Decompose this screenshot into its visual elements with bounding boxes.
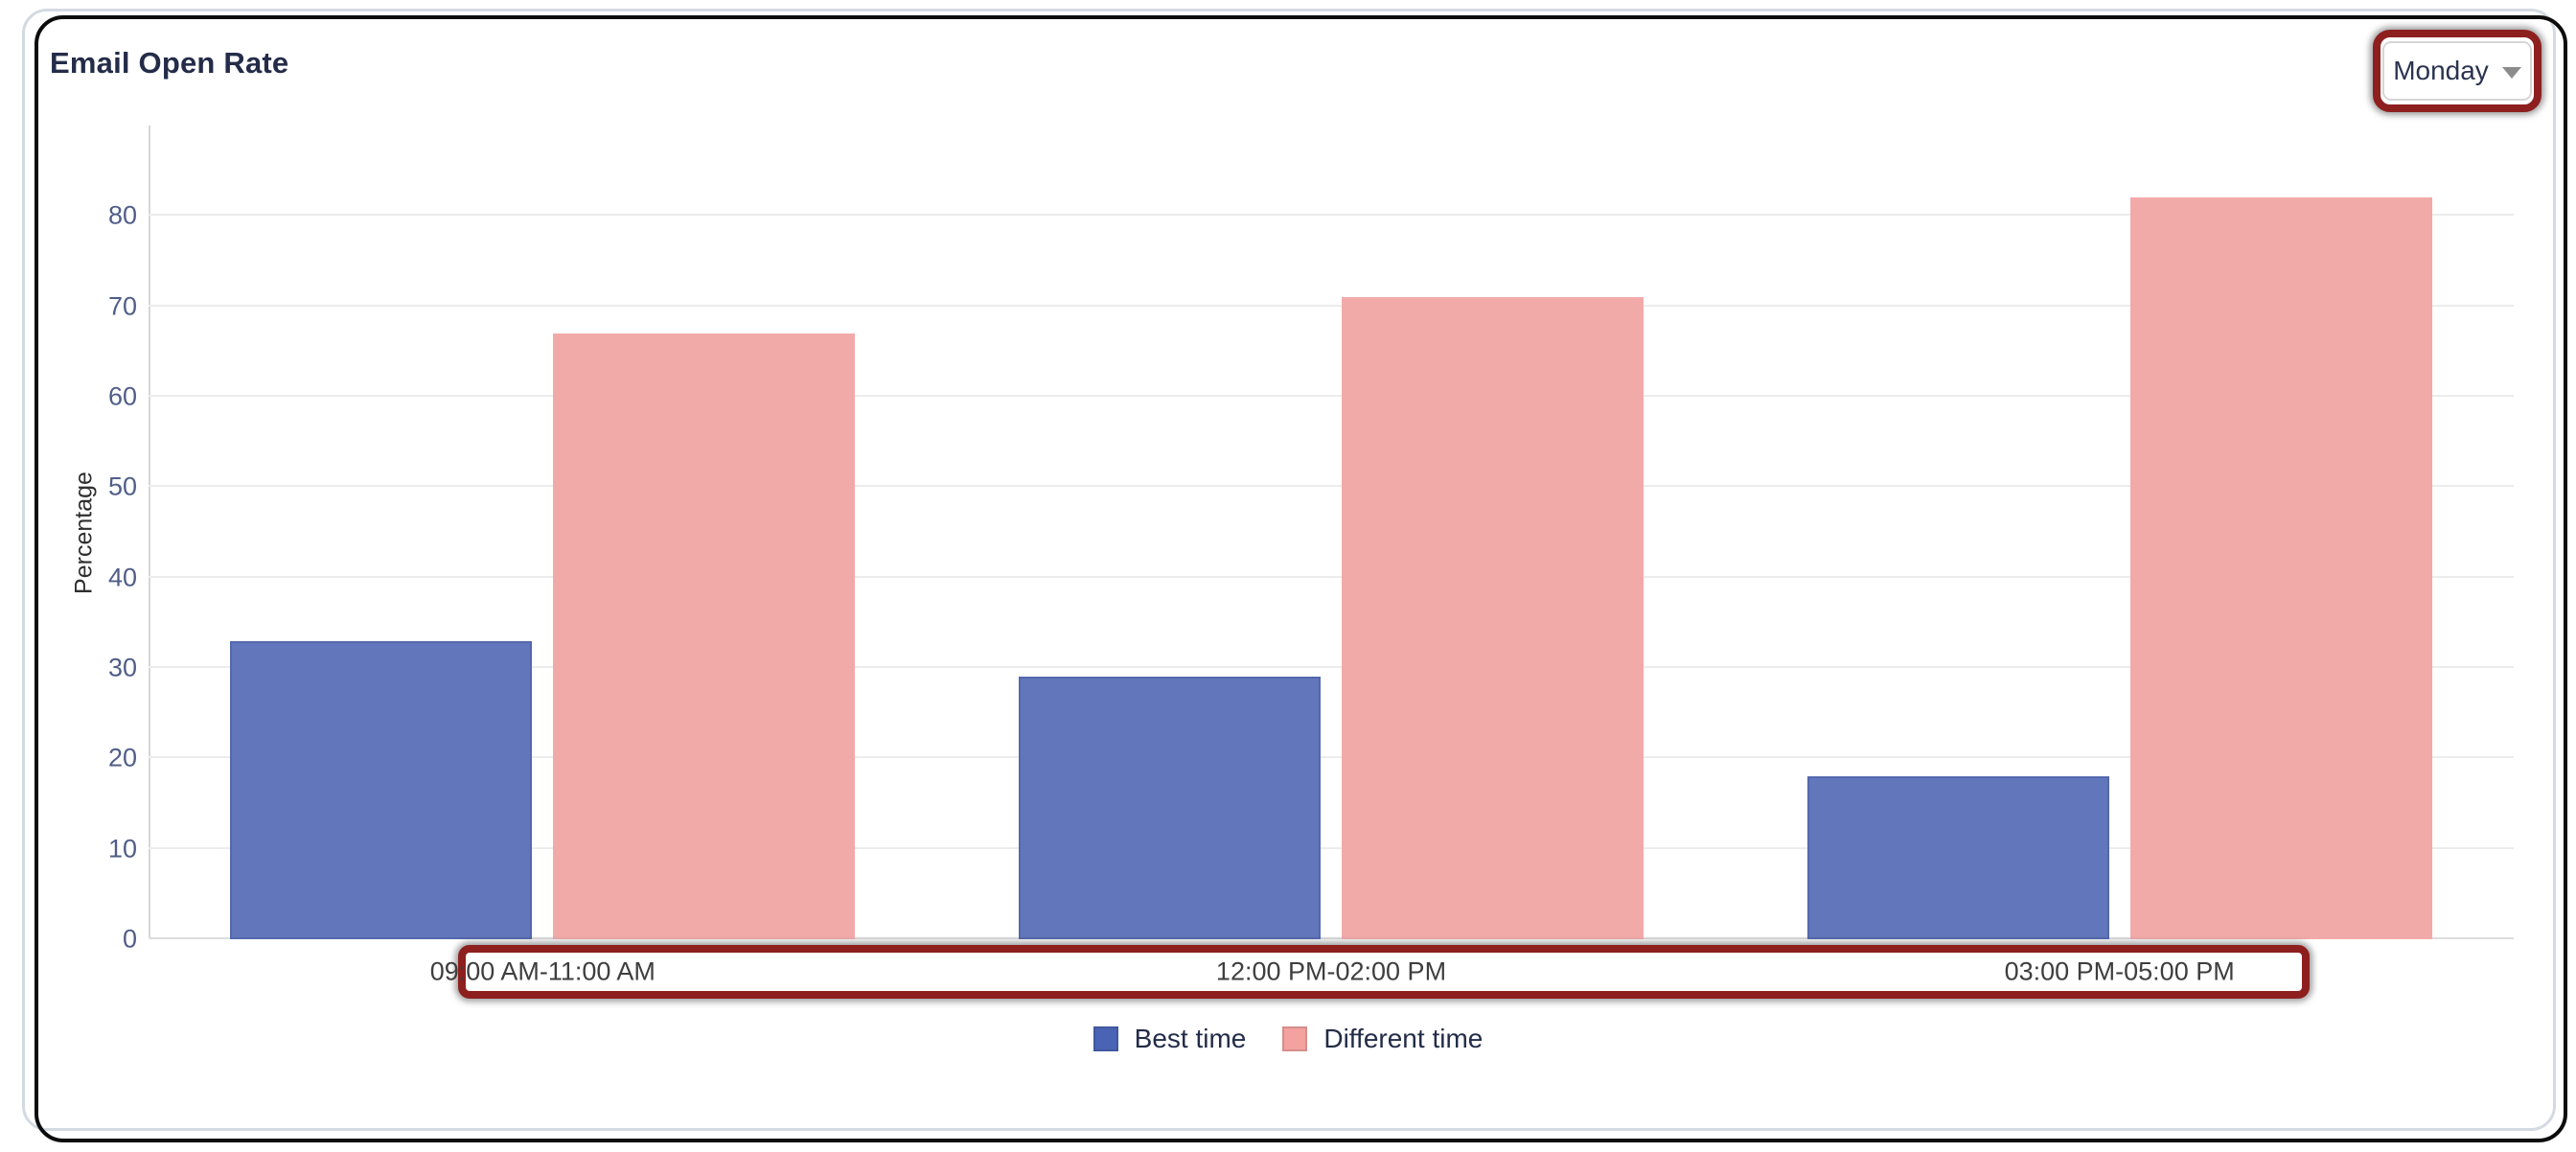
gridline	[149, 756, 2514, 759]
y-tick-label: 0	[122, 924, 137, 954]
y-tick-label: 20	[107, 743, 137, 772]
day-dropdown-value: Monday	[2393, 56, 2489, 85]
gridline	[149, 666, 2514, 669]
bar-group	[1806, 126, 2432, 939]
bar-different-time[interactable]	[553, 333, 856, 939]
bar-best-time[interactable]	[1019, 677, 1321, 939]
legend: Best time Different time	[0, 1024, 2576, 1054]
x-tick-label: 12:00 PM-02:00 PM	[1215, 956, 1447, 986]
annotation-dropdown-highlight: Monday	[2373, 30, 2542, 112]
annotation-xaxis-highlight	[458, 945, 2310, 999]
gridline	[149, 485, 2514, 488]
y-tick-label: 40	[107, 563, 137, 592]
y-axis-title: Percentage	[70, 472, 98, 594]
y-tick-label: 60	[107, 381, 137, 411]
x-tick-label: 09:00 AM-11:00 AM	[429, 956, 656, 986]
legend-item-best-time[interactable]: Best time	[1092, 1024, 1247, 1054]
bar-best-time[interactable]	[230, 640, 533, 939]
bar-best-time[interactable]	[1806, 776, 2109, 939]
legend-label: Best time	[1134, 1024, 1247, 1053]
legend-label: Different time	[1323, 1024, 1484, 1053]
legend-item-different-time[interactable]: Different time	[1282, 1024, 1483, 1054]
plot-area: 0 10 20 30 40 50 60 70 80	[108, 126, 2514, 954]
gridline	[149, 937, 2514, 939]
bar-group	[230, 126, 856, 939]
gridline	[149, 304, 2514, 307]
x-tick-label: 03:00 PM-05:00 PM	[2004, 956, 2235, 986]
chart-title: Email Open Rate	[50, 46, 289, 80]
bar-different-time[interactable]	[1342, 297, 1644, 939]
y-tick-label: 10	[107, 834, 137, 864]
bar-group	[1019, 126, 1644, 939]
gridline	[149, 395, 2514, 398]
chevron-down-icon	[2501, 67, 2521, 79]
legend-swatch	[1092, 1026, 1118, 1051]
legend-swatch	[1282, 1026, 1308, 1051]
bar-different-time[interactable]	[2129, 197, 2432, 939]
gridline	[149, 575, 2514, 578]
y-axis-line	[149, 126, 150, 939]
gridline	[149, 214, 2514, 217]
y-tick-label: 70	[107, 291, 137, 321]
y-tick-label: 50	[107, 472, 137, 501]
gridline	[149, 846, 2514, 849]
day-dropdown[interactable]: Monday	[2382, 41, 2532, 101]
y-tick-label: 30	[107, 653, 137, 682]
y-tick-label: 80	[107, 200, 137, 230]
